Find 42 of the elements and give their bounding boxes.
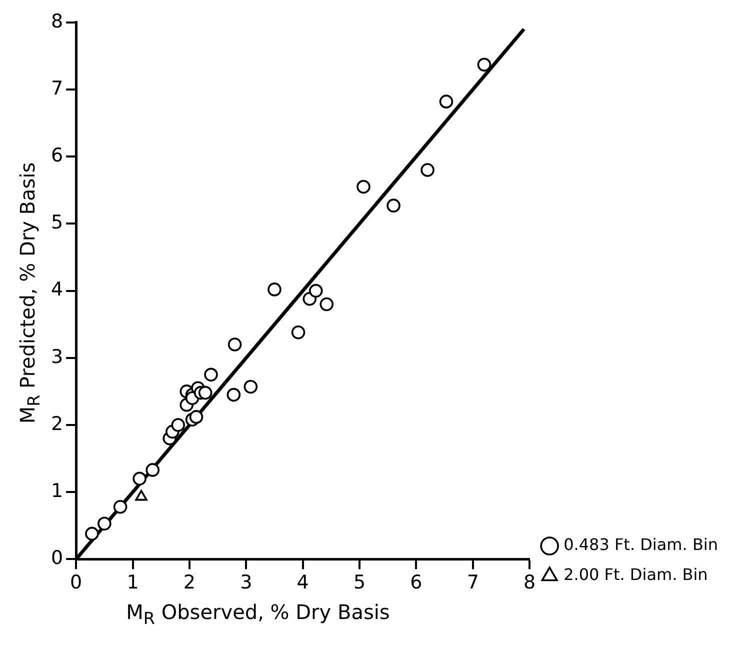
point: [228, 338, 242, 352]
point: [85, 526, 99, 541]
point: [386, 198, 400, 212]
x-tick-label: 2: [183, 572, 196, 594]
x-tick-label: 5: [353, 572, 366, 594]
point: [204, 368, 218, 382]
point: [356, 180, 370, 194]
point: [420, 163, 434, 177]
point: [189, 410, 204, 424]
point: [268, 282, 282, 296]
point: [146, 463, 160, 477]
point: [291, 326, 306, 340]
y-tick-label: 0: [50, 547, 64, 570]
point: [171, 418, 186, 432]
point: [98, 516, 112, 531]
y-tick-label: 3: [50, 346, 64, 368]
x-axis-title: M$_{R}$ Observed, % Dry Basis: [125, 600, 391, 628]
legend-label: 2.00 Ft. Diam. Bin: [564, 565, 708, 584]
x-tick-label: 1: [126, 572, 139, 594]
y-tick-label: 1: [50, 480, 64, 502]
point: [477, 58, 492, 72]
x-tick-label: 3: [240, 572, 252, 594]
point: [226, 388, 241, 402]
point: [320, 297, 334, 312]
y-tick-label: 6: [50, 144, 64, 167]
y-tick-label: 4: [50, 278, 64, 301]
x-tick-label: 6: [410, 572, 422, 594]
legend-label: 0.483 Ft. Diam. Bin: [564, 535, 718, 554]
x-tick-label: 0: [70, 572, 82, 594]
x-tick-label: 7: [466, 572, 479, 594]
y-tick-label: 2: [50, 412, 64, 435]
point: [113, 500, 128, 514]
y-tick-label: 7: [50, 77, 64, 100]
point: [308, 284, 323, 298]
point: [198, 386, 212, 400]
x-tick-label: 8: [524, 572, 536, 594]
point: [439, 94, 454, 108]
point: [132, 472, 146, 486]
y-tick-label: 5: [50, 212, 64, 234]
x-tick-label: 4: [296, 572, 309, 594]
y-tick-label: 8: [50, 10, 64, 32]
point: [244, 380, 258, 394]
